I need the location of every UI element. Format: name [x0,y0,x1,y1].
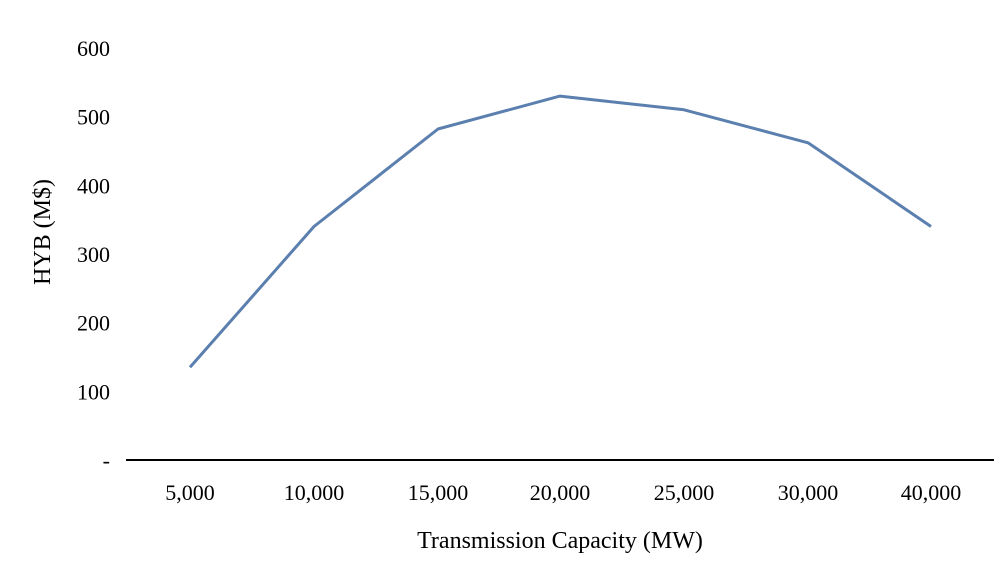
x-axis-tick-labels: 5,000 10,000 15,000 20,000 25,000 30,000 40,00… [165,480,961,505]
x-tick-label: 20,000 [530,480,591,505]
x-tick-label: 15,000 [408,480,469,505]
y-axis-title: HYB (M$) [30,179,56,285]
y-tick-label: 200 [77,311,110,336]
y-axis-tick-labels: - 100 200 300 400 500 600 [77,36,110,473]
x-tick-label: 10,000 [284,480,345,505]
x-tick-label: 25,000 [654,480,715,505]
y-tick-label: 400 [77,173,110,198]
x-tick-label: 30,000 [778,480,839,505]
y-tick-label: 500 [77,105,110,130]
x-tick-label: 40,000 [901,480,962,505]
series-line [188,94,932,369]
y-tick-label: 100 [77,379,110,404]
y-tick-label: - [103,448,110,473]
x-tick-label: 5,000 [165,480,215,505]
series-group [188,94,932,369]
y-tick-label: 600 [77,36,110,61]
y-tick-label: 300 [77,242,110,267]
x-axis-title: Transmission Capacity (MW) [417,528,703,554]
